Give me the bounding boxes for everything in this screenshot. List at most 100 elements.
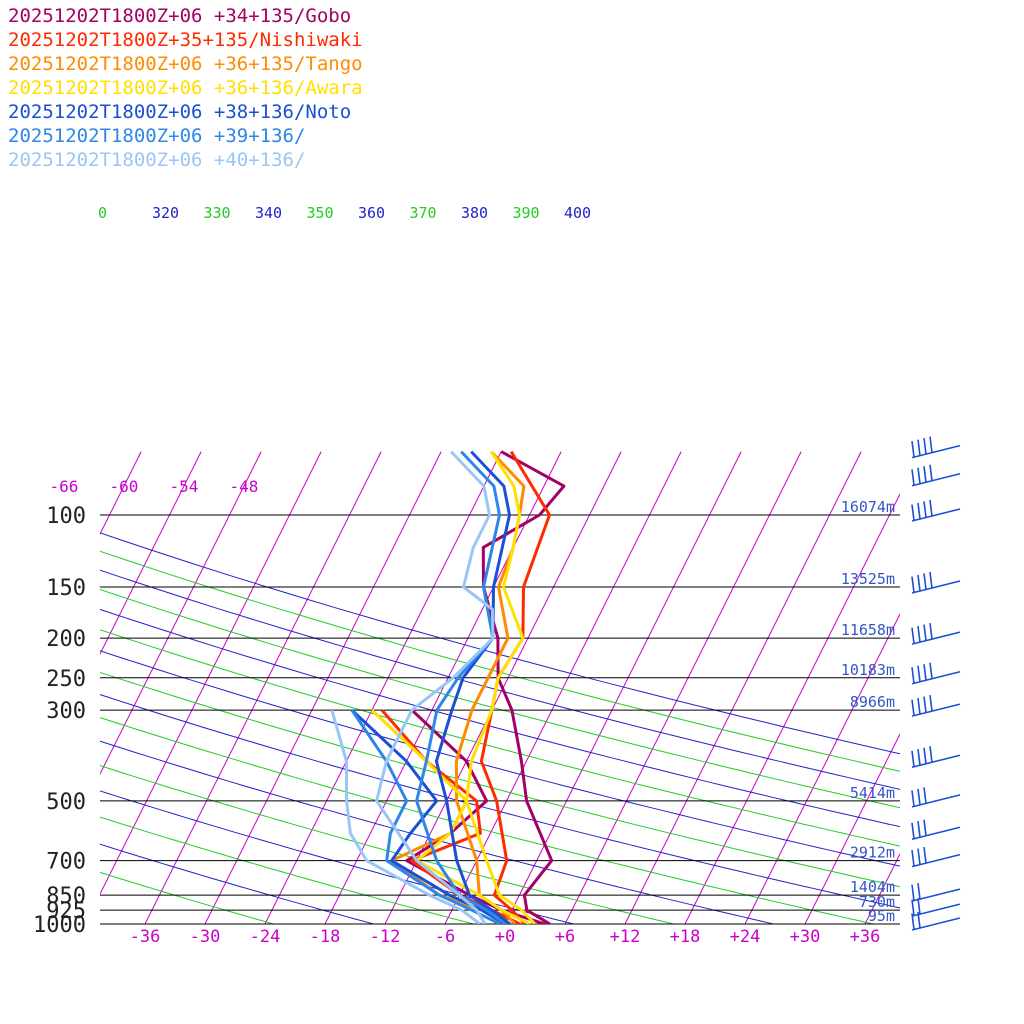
pressure-tick-label: 150 <box>46 576 86 601</box>
wind-barb-flag <box>929 436 933 453</box>
isotherm-line <box>684 492 900 924</box>
wind-barb-flag <box>911 790 915 807</box>
isotherm-line <box>744 612 900 924</box>
isentrope-label: 350 <box>306 204 333 222</box>
legend-entry-40-136: 20251202T1800Z+06 +40+136/ <box>8 149 306 171</box>
wind-barb <box>911 746 961 769</box>
wind-barb-flag <box>929 746 933 763</box>
isentrope-label: 390 <box>512 204 539 222</box>
dewpoint-line-5 <box>350 709 501 924</box>
isotherm-line <box>144 451 382 924</box>
height-label: 5414m <box>850 784 895 802</box>
height-label: 95m <box>868 907 895 925</box>
wind-barb-flag <box>929 499 933 517</box>
wind-barbs <box>911 436 961 931</box>
wind-barb-flag <box>917 698 921 715</box>
height-label: 730m <box>859 893 895 911</box>
legend-entry-noto: 20251202T1800Z+06 +38+136/Noto <box>8 101 352 123</box>
wind-barb-flag <box>911 576 915 593</box>
adiabat-line <box>100 816 474 924</box>
x-tick-label: +36 <box>850 927 881 947</box>
wind-barb-flag <box>917 821 921 838</box>
height-label: 16074m <box>841 498 895 516</box>
sounding-series <box>330 450 566 924</box>
pressure-tick-label: 500 <box>46 790 86 815</box>
temperature-line-3 <box>465 450 537 924</box>
pressure-tick-label: 850 <box>46 884 86 909</box>
wind-barb-flag <box>917 439 921 456</box>
wind-barb-flag <box>917 502 921 520</box>
upper-temperature-label: -48 <box>229 477 258 496</box>
adiabat-line <box>100 790 574 924</box>
wind-barb <box>911 819 961 841</box>
isotherm-line <box>100 451 322 896</box>
pressure-tick-label: 1000 <box>33 913 86 938</box>
isotherm-line <box>100 451 262 776</box>
wind-barb-flag <box>911 750 915 767</box>
isotherm-line <box>100 451 142 536</box>
wind-barb-flag <box>923 847 927 864</box>
wind-barb-flag <box>929 662 933 679</box>
legend-entry-awara: 20251202T1800Z+06 +36+136/Awara <box>8 77 363 99</box>
pressure-tick-label: 200 <box>46 627 86 652</box>
wind-barb-flag <box>911 627 915 644</box>
wind-barb-flag <box>923 819 927 836</box>
isentrope-label: 330 <box>203 204 230 222</box>
wind-barb-flag <box>911 850 915 867</box>
isotherm-lines <box>100 451 900 924</box>
wind-barb-flag <box>923 466 927 483</box>
x-tick-label: +12 <box>610 927 641 947</box>
isotherm-line <box>504 451 742 924</box>
adiabat-line <box>100 765 674 924</box>
wind-barb <box>911 464 961 487</box>
adiabat-line <box>100 588 900 809</box>
x-tick-label: -12 <box>370 927 401 947</box>
isotherm-line <box>324 451 562 924</box>
height-label: 13525m <box>841 570 895 588</box>
adiabat-line <box>100 843 374 924</box>
wind-barb-flag <box>923 501 927 518</box>
wind-barb-flag <box>923 624 927 641</box>
wind-barb-flag <box>923 573 927 590</box>
wind-barb-flag <box>917 883 921 900</box>
adiabat-line <box>100 740 774 924</box>
legend-entry-nishiwaki: 20251202T1800Z+35+135/Nishiwaki <box>8 29 363 51</box>
temperature-line-4 <box>434 450 511 924</box>
adiabat-line <box>100 650 900 867</box>
wind-barb-flag <box>917 467 921 484</box>
wind-barb-flag <box>923 747 927 764</box>
wind-barb <box>911 662 961 685</box>
wind-barb <box>911 695 961 717</box>
wind-barb <box>911 898 961 917</box>
adiabat-line <box>100 717 874 924</box>
isentrope-label: 400 <box>564 204 591 222</box>
isotherm-line <box>204 451 442 924</box>
adiabat-line <box>100 569 900 790</box>
isentrope-label: 370 <box>409 204 436 222</box>
wind-barb-flag <box>911 441 915 458</box>
isotherm-line <box>624 451 862 924</box>
wind-barb-flag <box>923 696 927 713</box>
wind-barb <box>911 436 961 459</box>
isotherm-line <box>264 451 502 924</box>
wind-barb-flag <box>917 574 921 592</box>
x-tick-label: -24 <box>250 927 281 947</box>
wind-barb-flag <box>923 787 927 804</box>
pressure-tick-label: 100 <box>46 504 86 529</box>
height-label: 8966m <box>850 693 895 711</box>
wind-barb <box>911 623 961 645</box>
pressure-lines <box>100 514 900 925</box>
wind-barb-flag <box>929 623 933 640</box>
temperature-line-1 <box>479 450 551 924</box>
dewpoint-line-4 <box>350 709 506 924</box>
wind-barb <box>911 847 961 868</box>
wind-barb-flag <box>917 626 921 643</box>
legend-entry-tango: 20251202T1800Z+06 +36+135/Tango <box>8 53 363 75</box>
wind-barb-flag <box>929 464 933 481</box>
adiabat-line <box>100 550 900 772</box>
height-label: 10183m <box>841 661 895 679</box>
wind-barb <box>911 911 961 931</box>
upper-temperature-label: -54 <box>169 477 198 496</box>
